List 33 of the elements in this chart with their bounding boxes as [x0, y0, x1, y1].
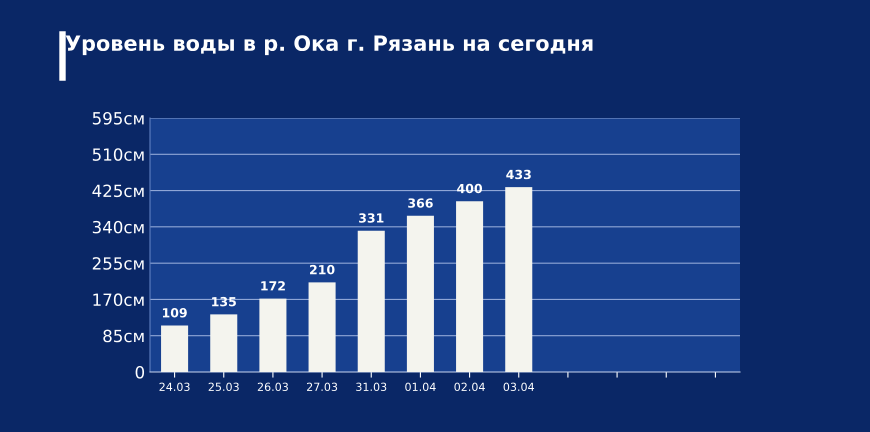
bar: [210, 314, 238, 372]
bar: [358, 230, 385, 372]
bar: [308, 282, 336, 372]
data-label: 433: [506, 170, 531, 180]
y-tick-label: 425см: [92, 184, 144, 198]
bar: [259, 298, 286, 372]
data-label: 331: [359, 213, 384, 223]
y-tick-label: 255см: [92, 257, 144, 270]
y-tick-label: 340см: [92, 220, 144, 234]
data-label: 400: [457, 184, 482, 194]
chart-title: Уровень воды в р. Ока г. Рязань на сегодня: [66, 35, 592, 56]
data-label: 135: [212, 296, 236, 306]
bar: [505, 187, 532, 372]
bar: [456, 201, 484, 372]
bar: [161, 325, 188, 372]
data-label: 172: [261, 281, 285, 290]
y-tick-label: 85см: [103, 330, 144, 342]
x-tick-label: 26.03: [258, 382, 288, 392]
x-tick-label: 31.03: [356, 382, 386, 392]
x-tick-label: 01.04: [405, 382, 436, 392]
y-tick-label: 510см: [92, 148, 144, 161]
bar: [406, 216, 434, 372]
data-label: 109: [162, 308, 187, 318]
x-tick-label: 25.03: [208, 382, 239, 392]
y-tick-label: 170см: [93, 293, 144, 306]
x-tick-label: 02.04: [454, 382, 485, 392]
x-tick-label: 03.04: [504, 382, 534, 392]
data-label: 366: [408, 198, 433, 208]
x-tick-label: 27.03: [306, 382, 338, 392]
x-tick-label: 24.03: [159, 382, 190, 392]
y-tick-label: 595см: [92, 112, 144, 125]
data-label: 210: [310, 264, 335, 274]
y-tick-label: 0: [136, 366, 144, 379]
